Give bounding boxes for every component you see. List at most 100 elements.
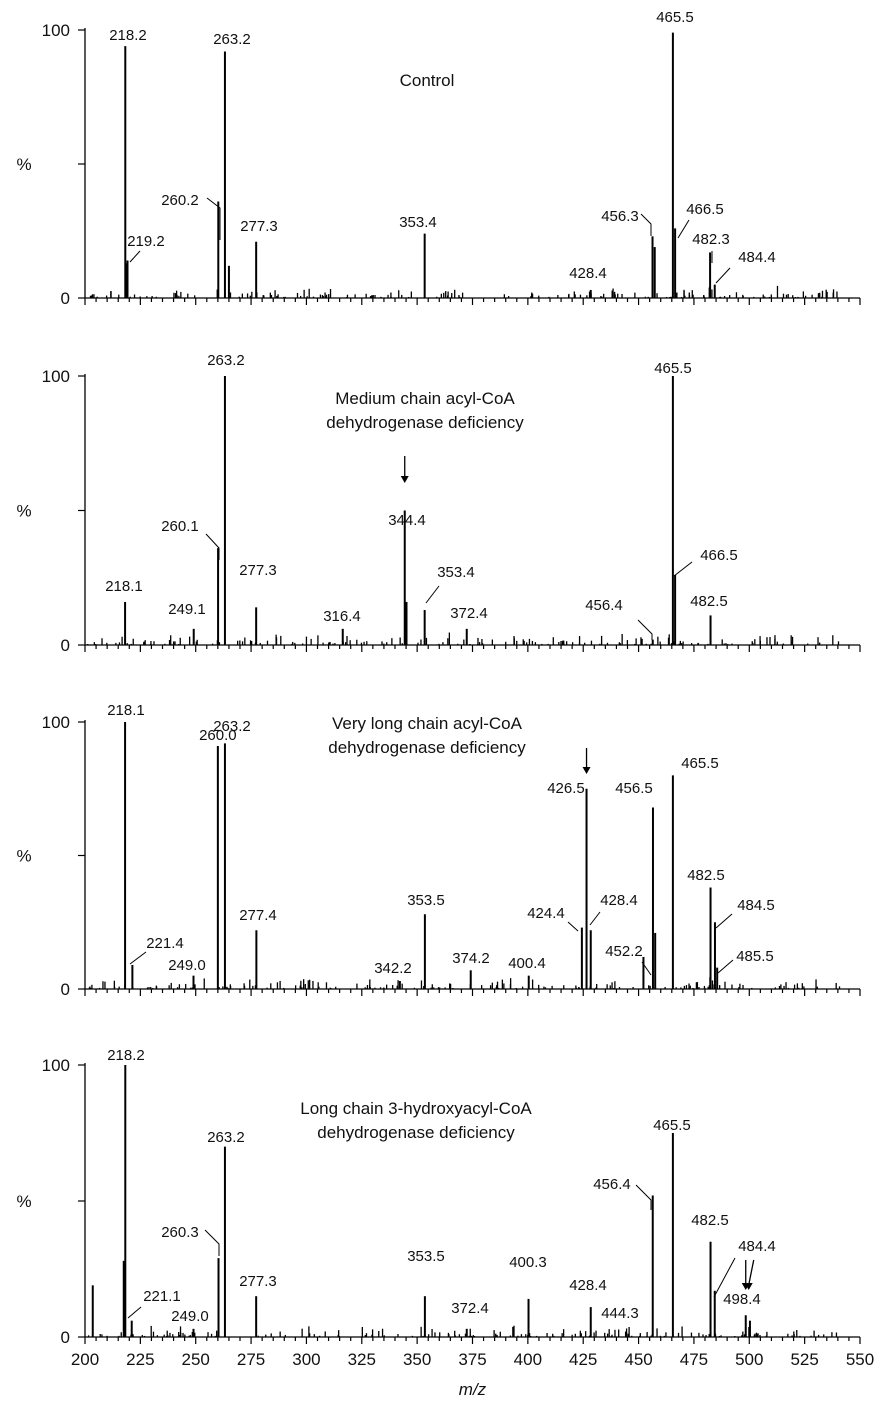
peak-label: 344.4 xyxy=(388,512,426,529)
x-tick-label: 200 xyxy=(71,1350,99,1369)
peak-label: 263.2 xyxy=(213,718,251,735)
label-leader-line xyxy=(717,959,734,974)
peak-label: 249.1 xyxy=(168,601,206,618)
x-axis-label: m/z xyxy=(459,1380,487,1399)
label-leader-line xyxy=(567,921,579,932)
label-leader-line xyxy=(425,585,440,604)
label-leader-line xyxy=(204,1229,220,1256)
x-tick-label: 425 xyxy=(569,1350,597,1369)
x-tick-label: 400 xyxy=(514,1350,542,1369)
peak-label: 218.2 xyxy=(109,27,147,44)
y-tick-label: 100 xyxy=(42,367,70,386)
peak-label: 353.4 xyxy=(437,564,475,581)
y-axis-label: % xyxy=(16,847,31,866)
label-leader-line xyxy=(637,619,653,640)
label-leader-line xyxy=(677,219,690,239)
peak-label: 316.4 xyxy=(323,608,361,625)
panel-title: Control xyxy=(400,71,455,90)
label-leader-line xyxy=(640,213,652,236)
peak-label: 221.4 xyxy=(146,935,184,952)
peak-label: 465.5 xyxy=(654,360,692,377)
peak-label: 456.5 xyxy=(615,780,653,797)
panel-title: dehydrogenase deficiency xyxy=(328,738,526,757)
peak-label: 221.1 xyxy=(143,1288,181,1305)
peak-label: 353.4 xyxy=(399,214,437,231)
panel-title: Medium chain acyl-CoA xyxy=(335,389,515,408)
label-leader-line xyxy=(715,913,733,929)
x-tick-label: 475 xyxy=(680,1350,708,1369)
peak-label: 260.2 xyxy=(161,192,199,209)
peak-label: 277.3 xyxy=(239,562,277,579)
y-tick-label: 0 xyxy=(61,1328,70,1347)
peak-label: 444.3 xyxy=(601,1305,639,1322)
peak-label: 372.4 xyxy=(451,1300,489,1317)
peak-label: 263.2 xyxy=(207,352,245,369)
peak-label: 374.2 xyxy=(452,950,490,967)
x-tick-label: 275 xyxy=(237,1350,265,1369)
peak-label: 482.5 xyxy=(690,593,728,610)
peak-label: 456.4 xyxy=(593,1176,631,1193)
arrow-marker xyxy=(400,456,409,483)
arrow-marker xyxy=(744,1259,755,1290)
label-leader-line xyxy=(673,561,693,577)
peak-label: 482.3 xyxy=(692,231,730,248)
x-tick-label: 525 xyxy=(790,1350,818,1369)
peak-label: 277.3 xyxy=(240,218,278,235)
peak-label: 482.5 xyxy=(691,1212,729,1229)
x-tick-label: 375 xyxy=(458,1350,486,1369)
peak-label: 260.3 xyxy=(161,1224,199,1241)
peak-label: 277.3 xyxy=(239,1273,277,1290)
peak-label: 263.2 xyxy=(213,31,251,48)
spectra-panels: 100 0% Control 218.2 219.2 260.2 263.2 277.3 353… xyxy=(16,9,861,1347)
peak-label: 218.2 xyxy=(107,1047,145,1064)
x-tick-label: 300 xyxy=(292,1350,320,1369)
x-tick-label: 550 xyxy=(846,1350,874,1369)
peak-label: 372.4 xyxy=(450,605,488,622)
y-tick-label: 0 xyxy=(61,636,70,655)
peak-label: 277.4 xyxy=(239,907,277,924)
peak-label: 426.5 xyxy=(547,780,585,797)
x-tick-label: 325 xyxy=(348,1350,376,1369)
peak-label: 260.1 xyxy=(161,518,199,535)
peak-label: 456.3 xyxy=(601,208,639,225)
peak-label: 466.5 xyxy=(700,547,738,564)
x-tick-label: 250 xyxy=(182,1350,210,1369)
peak-label: 260.0 xyxy=(199,727,237,744)
panel-title: dehydrogenase deficiency xyxy=(326,413,524,432)
peak-label: 498.4 xyxy=(723,1291,761,1308)
baseline-noise xyxy=(87,285,841,1337)
spectrum-panel: 100 0% Long chain 3-hydroxyacyl-CoA dehydro… xyxy=(16,1047,861,1347)
peak-label: 485.5 xyxy=(736,948,774,965)
y-tick-label: 100 xyxy=(42,713,70,732)
x-tick-label: 350 xyxy=(403,1350,431,1369)
peak-label: 400.4 xyxy=(508,955,546,972)
panel-title: dehydrogenase deficiency xyxy=(317,1123,515,1142)
x-tick-label: 225 xyxy=(126,1350,154,1369)
peak-label: 400.3 xyxy=(509,1254,547,1271)
peak-label: 263.2 xyxy=(207,1129,245,1146)
y-axis-label: % xyxy=(16,1192,31,1211)
peak-label: 353.5 xyxy=(407,1248,445,1265)
x-tick-label: 500 xyxy=(735,1350,763,1369)
panel-title: Long chain 3-hydroxyacyl-CoA xyxy=(300,1099,532,1118)
y-axis-label: % xyxy=(16,155,31,174)
label-leader-line xyxy=(713,1257,736,1298)
peak-label: 452.2 xyxy=(605,943,643,960)
peak-label: 465.5 xyxy=(656,9,694,26)
spectrum-panel: 100 0% Control 218.2 219.2 260.2 263.2 277.3 353… xyxy=(16,9,861,308)
peak-label: 456.4 xyxy=(585,597,623,614)
peak-label: 428.4 xyxy=(600,892,638,909)
peak-label: 465.5 xyxy=(681,755,719,772)
peak-label: 249.0 xyxy=(171,1308,209,1325)
peak-label: 466.5 xyxy=(686,201,724,218)
peak-label: 484.4 xyxy=(738,1238,776,1255)
y-tick-label: 0 xyxy=(61,980,70,999)
peak-label: 249.0 xyxy=(168,957,206,974)
peak-label: 428.4 xyxy=(569,1277,607,1294)
spectrum-panel: 100 0% Medium chain acyl-CoA dehydrogenase … xyxy=(16,352,861,655)
label-leader-line xyxy=(635,1184,652,1210)
peak-label: 342.2 xyxy=(374,960,412,977)
peak-label: 484.4 xyxy=(738,249,776,266)
x-tick-label: 450 xyxy=(624,1350,652,1369)
